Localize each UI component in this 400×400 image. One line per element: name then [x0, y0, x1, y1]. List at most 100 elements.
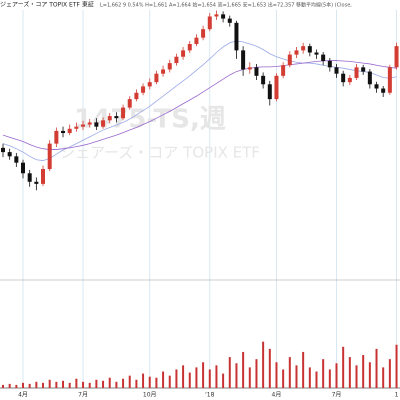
volume-bar	[162, 371, 165, 388]
candle-body	[147, 82, 152, 87]
volume-bar	[28, 383, 31, 388]
candle-body	[214, 14, 219, 17]
candle-body	[267, 84, 272, 100]
volume-bar	[95, 379, 98, 388]
volume-bar	[182, 365, 185, 388]
quote-info: L=1,662 9 0.54% H=1,661 A=1,664 始=1,654 …	[100, 2, 352, 9]
volume-bar	[42, 382, 45, 388]
candle-body	[254, 67, 259, 76]
volume-bar	[22, 382, 25, 388]
volume-bar	[395, 344, 398, 388]
candle-body	[154, 73, 159, 83]
volume-bar	[328, 369, 331, 388]
volume-bar	[142, 373, 145, 388]
volume-bar	[235, 363, 238, 388]
candle-body	[41, 169, 46, 184]
volume-bar	[368, 362, 371, 388]
watermark-code: 1475-TS,週	[74, 105, 226, 135]
volume-bar	[55, 381, 58, 388]
candle-body	[327, 60, 332, 68]
volume-bar	[128, 375, 131, 388]
volume-bar	[62, 380, 65, 388]
volume-bar	[268, 348, 271, 388]
volume-bar	[348, 357, 351, 388]
volume-bar	[135, 379, 138, 388]
volume-bar	[355, 365, 358, 388]
candle-body	[374, 84, 379, 89]
moving-average-line	[2, 60, 397, 150]
volume-bar	[362, 355, 365, 388]
volume-bar	[248, 367, 251, 388]
candle-body	[241, 50, 246, 70]
x-tick-label: 4月	[18, 392, 28, 399]
candle-body	[141, 86, 146, 93]
candle-body	[281, 65, 286, 76]
candle-body	[174, 56, 179, 64]
candle-body	[341, 73, 346, 83]
candle-body	[114, 116, 119, 119]
candle-body	[314, 52, 319, 55]
candle-body	[74, 126, 79, 129]
candle-body	[167, 63, 172, 70]
candle-body	[127, 99, 132, 108]
volume-bar	[148, 376, 151, 388]
candle-body	[294, 50, 299, 55]
candle-body	[54, 130, 59, 144]
candle-body	[161, 69, 166, 74]
candle-body	[94, 122, 99, 127]
candle-body	[361, 67, 366, 72]
volume-bar	[75, 378, 78, 388]
volume-bar	[302, 351, 305, 388]
volume-bar	[315, 371, 318, 388]
candle-body	[321, 54, 326, 61]
volume-bar	[202, 362, 205, 388]
candle-body	[234, 22, 239, 51]
volume-bar	[168, 375, 171, 388]
candle-body	[301, 46, 306, 51]
candle-body	[194, 37, 199, 45]
volume-bar	[108, 377, 111, 388]
candle-body	[67, 128, 72, 134]
candle-body	[347, 77, 352, 83]
volume-bar	[242, 351, 245, 388]
volume-bar	[35, 381, 38, 388]
x-tick-label: 4月	[272, 392, 282, 399]
candle-body	[121, 107, 126, 119]
x-tick-label: '18	[205, 392, 214, 399]
volume-bar	[255, 359, 258, 388]
candle-body	[261, 75, 266, 85]
volume-bar	[275, 362, 278, 388]
x-tick-label: 7月	[332, 392, 342, 399]
candle-body	[354, 67, 359, 78]
candle-body	[181, 50, 186, 57]
volume-bar	[215, 365, 218, 388]
volume-bar	[8, 383, 11, 388]
volume-bar	[122, 378, 125, 388]
candle-body	[334, 67, 339, 74]
candle-body	[387, 67, 392, 93]
volume-bar	[382, 367, 385, 388]
volume-bar	[48, 379, 51, 388]
candle-body	[61, 130, 66, 134]
volume-bar	[335, 363, 338, 388]
candle-body	[227, 18, 232, 23]
candle-body	[134, 92, 139, 100]
candle-body	[187, 44, 192, 51]
candle-body	[101, 120, 106, 127]
volume-bar	[115, 381, 118, 388]
volume-bar	[308, 367, 311, 388]
volume-bar	[102, 380, 105, 388]
candle-body	[367, 71, 372, 85]
candle-body	[34, 181, 39, 184]
volume-bar	[188, 372, 191, 388]
candle-body	[381, 88, 386, 93]
candle-body	[47, 143, 52, 170]
candle-body	[107, 116, 112, 121]
candle-body	[21, 162, 26, 174]
volume-bar	[195, 367, 198, 388]
candle-body	[87, 122, 92, 125]
volume-bar	[322, 359, 325, 388]
candle-body	[14, 156, 19, 163]
candle-body	[287, 54, 292, 66]
